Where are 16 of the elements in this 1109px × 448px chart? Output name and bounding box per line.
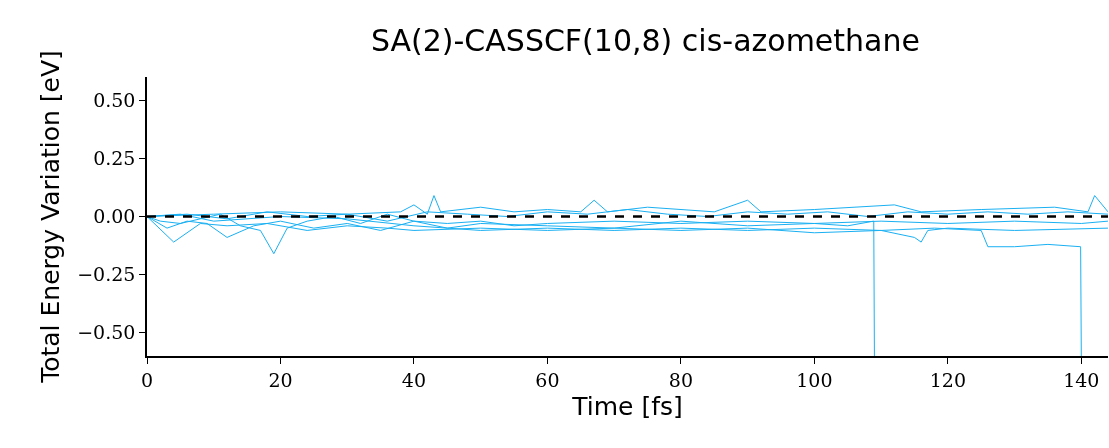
x-tick-label: 60: [535, 368, 560, 391]
y-tick-label: 0.50: [93, 88, 136, 111]
x-axis-title: Time [fs]: [571, 392, 683, 422]
x-tick-label: 100: [796, 368, 833, 391]
x-tick-label: 40: [401, 368, 427, 391]
chart-title: SA(2)-CASSCF(10,8) cis-azomethane: [370, 22, 920, 58]
y-tick-label: −0.25: [77, 263, 136, 286]
x-tick-label: 0: [140, 368, 154, 391]
y-tick-label: 0.00: [93, 205, 136, 228]
x-tick-label: 140: [1063, 368, 1100, 391]
x-tick-label: 80: [668, 368, 693, 391]
y-tick-label: 0.25: [93, 147, 136, 170]
y-tick-label: −0.50: [77, 321, 136, 344]
y-axis-title: Total Energy Variation [eV]: [36, 50, 66, 384]
x-tick-label: 120: [929, 368, 966, 391]
x-tick-label: 20: [268, 368, 293, 391]
